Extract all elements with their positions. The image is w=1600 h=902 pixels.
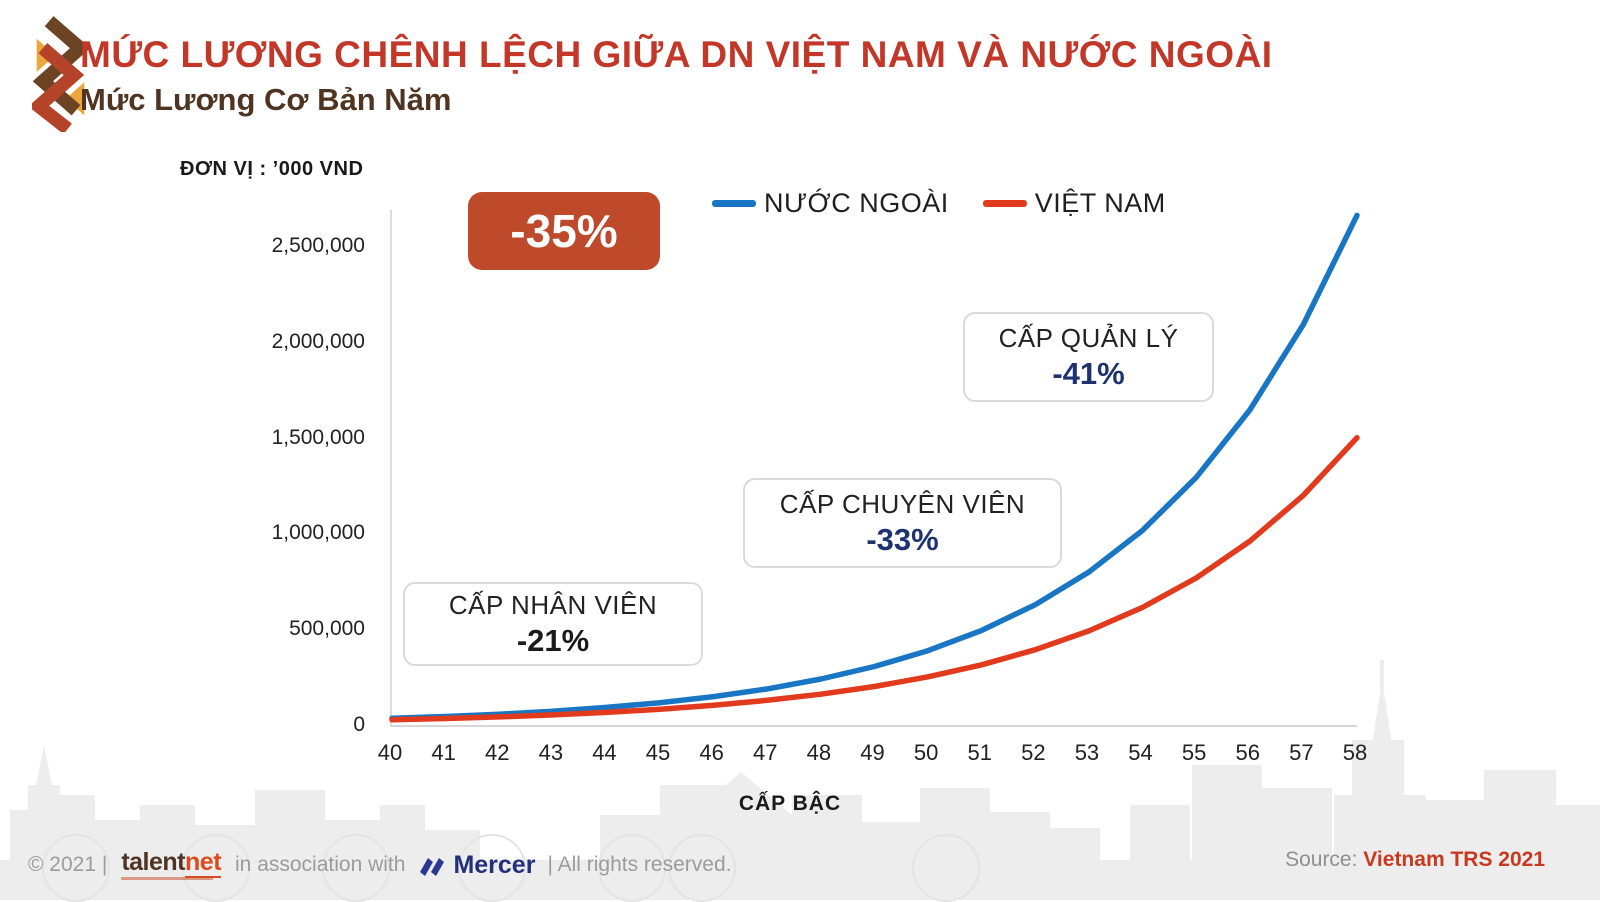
x-tick-label: 55: [1181, 740, 1207, 765]
talentnet-tagline: [121, 877, 214, 880]
callout-manager-level: CẤP QUẢN LÝ -41%: [963, 312, 1214, 402]
legend-label: NƯỚC NGOÀI: [764, 188, 949, 218]
talentnet-logo: talentnet: [121, 848, 222, 880]
y-tick-label: 500,000: [289, 617, 365, 641]
x-tick-label: 57: [1289, 740, 1314, 765]
x-tick-label: 45: [645, 740, 671, 765]
footer: © 2021 | talentnet in association with M…: [28, 842, 731, 888]
legend-item: VIỆT NAM: [982, 188, 1166, 219]
x-tick-label: 46: [699, 740, 724, 765]
legend-label: VIỆT NAM: [1034, 188, 1166, 218]
mercer-wordmark: Mercer: [453, 850, 536, 879]
legend-item: NƯỚC NGOÀI: [712, 188, 949, 219]
y-tick-label: 1,500,000: [271, 425, 365, 449]
legend-color-dash: [982, 200, 1027, 207]
y-tick-label: 1,000,000: [271, 521, 365, 545]
unit-label: ĐƠN VỊ : ’000 VND: [180, 158, 364, 180]
x-tick-label: 40: [377, 740, 403, 765]
mercer-icon: [420, 858, 445, 876]
x-tick-label: 41: [431, 740, 456, 765]
x-tick-label: 49: [860, 740, 885, 765]
callout-label: CẤP NHÂN VIÊN: [448, 589, 658, 620]
legend: NƯỚC NGOÀI VIỆT NAM: [712, 188, 1166, 219]
x-tick-label: 58: [1342, 740, 1368, 765]
y-axis-labels: 0 500,000 1,000,000 1,500,000 2,000,000 2,500…: [150, 210, 365, 736]
callout-label: CẤP QUẢN LÝ: [998, 322, 1179, 353]
x-tick-label: 42: [484, 740, 510, 765]
x-tick-label: 44: [592, 740, 617, 765]
overall-gap-badge: -35%: [468, 192, 660, 270]
x-tick-label: 43: [538, 740, 564, 765]
talentnet-word-part1: talent: [121, 848, 186, 876]
source-value: Vietnam TRS 2021: [1363, 848, 1545, 871]
chart-plot-area: [389, 210, 1360, 727]
talentnet-logo-mark: [32, 16, 90, 132]
x-tick-label: 52: [1021, 740, 1046, 765]
x-axis-title: CẤP BẬC: [738, 792, 842, 815]
x-tick-label: 53: [1074, 740, 1100, 765]
callout-value: -21%: [516, 622, 590, 658]
series-line-NƯỚC NGOÀI: [389, 212, 1360, 722]
page-subtitle: Mức Lương Cơ Bản Năm: [80, 82, 452, 117]
source-note: Source: Vietnam TRS 2021: [1285, 848, 1545, 872]
association-text: in association with: [235, 853, 406, 876]
x-tick-label: 54: [1128, 740, 1153, 765]
callout-staff-level: CẤP NHÂN VIÊN -21%: [403, 582, 703, 666]
copyright-text: © 2021 |: [28, 853, 108, 876]
legend-color-dash: [712, 200, 756, 207]
y-tick-label: 0: [353, 713, 365, 736]
mercer-logo: Mercer: [417, 851, 535, 880]
page-title: MỨC LƯƠNG CHÊNH LỆCH GIỮA DN VIỆT NAM VÀ…: [80, 34, 1273, 75]
x-tick-label: 50: [913, 740, 939, 765]
y-tick-label: 2,000,000: [271, 329, 365, 353]
y-tick-label: 2,500,000: [271, 234, 365, 257]
callout-specialist-level: CẤP CHUYÊN VIÊN -33%: [743, 478, 1062, 568]
chart-lines: [389, 212, 1360, 723]
x-tick-label: 48: [806, 740, 832, 765]
x-tick-label: 51: [967, 740, 992, 765]
talentnet-word-part2: net: [185, 848, 222, 878]
source-label: Source:: [1285, 848, 1358, 871]
rights-text: | All rights reserved.: [547, 853, 732, 876]
callout-value: -41%: [1052, 355, 1125, 391]
callout-label: CẤP CHUYÊN VIÊN: [779, 488, 1026, 519]
x-tick-label: 47: [753, 740, 778, 765]
x-axis-labels: 40 41 42 43 44 45 46 47 48 49 50 51 52 53 54 55 56 57 58: [378, 740, 1367, 770]
x-tick-label: 56: [1235, 740, 1260, 765]
callout-value: -33%: [866, 521, 939, 557]
series-line-VIỆT NAM: [389, 435, 1360, 723]
